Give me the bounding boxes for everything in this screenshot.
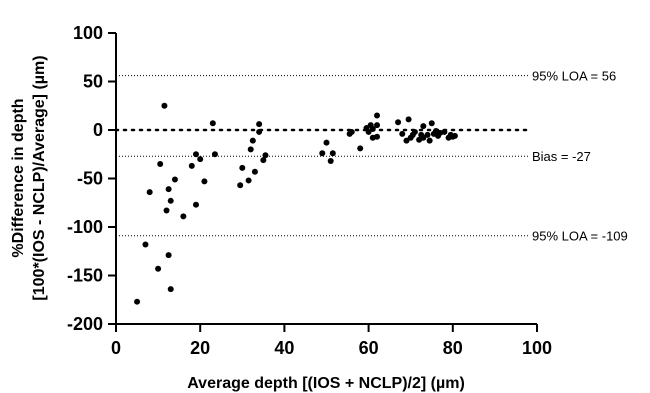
- x-axis-title: Average depth [(IOS + NCLP)/2] (µm): [187, 375, 465, 392]
- reference-line-label: 95% LOA = 56: [532, 69, 616, 84]
- data-point: [412, 129, 418, 135]
- data-point: [155, 266, 161, 272]
- data-points: [134, 103, 458, 305]
- data-point: [256, 121, 262, 127]
- data-point: [420, 123, 426, 129]
- reference-line-label: Bias = -27: [532, 149, 591, 164]
- x-ticks: 0 20 40 60 80 100: [111, 324, 552, 358]
- data-point: [248, 146, 254, 152]
- data-point: [374, 134, 380, 140]
- y-ticks: 100 50 0 -50 -100 -150 -200: [67, 23, 116, 334]
- data-point: [164, 208, 170, 214]
- axes: [116, 33, 537, 324]
- data-point: [134, 299, 140, 305]
- data-point: [429, 120, 435, 126]
- data-point: [374, 122, 380, 128]
- data-point: [193, 202, 199, 208]
- data-point: [324, 140, 330, 146]
- data-point: [157, 161, 163, 167]
- data-point: [427, 138, 433, 144]
- data-point: [262, 152, 268, 158]
- data-point: [197, 156, 203, 162]
- y-tick-label: -100: [67, 217, 103, 237]
- data-point: [239, 165, 245, 171]
- data-point: [395, 119, 401, 125]
- data-point: [328, 158, 334, 164]
- data-point: [452, 133, 458, 139]
- y-tick-label: 50: [83, 72, 103, 92]
- data-point: [166, 186, 172, 192]
- data-point: [189, 163, 195, 169]
- data-point: [168, 198, 174, 204]
- x-tick-label: 100: [522, 338, 552, 358]
- data-point: [180, 213, 186, 219]
- x-tick-label: 0: [111, 338, 121, 358]
- data-point: [237, 182, 243, 188]
- data-point: [256, 129, 262, 135]
- y-tick-label: -150: [67, 266, 103, 286]
- y-tick-label: 100: [73, 23, 103, 43]
- x-tick-label: 20: [190, 338, 210, 358]
- data-point: [250, 138, 256, 144]
- data-point: [168, 286, 174, 292]
- data-point: [246, 177, 252, 183]
- data-point: [161, 103, 167, 109]
- data-point: [210, 120, 216, 126]
- data-point: [172, 176, 178, 182]
- data-point: [441, 129, 447, 135]
- data-point: [201, 178, 207, 184]
- y-axis-title-line2: [100*(IOS - NCLP)/Average] (µm): [31, 55, 48, 300]
- x-tick-label: 80: [443, 338, 463, 358]
- data-point: [330, 150, 336, 156]
- data-point: [252, 169, 258, 175]
- y-tick-label: 0: [93, 120, 103, 140]
- reference-line-label: 95% LOA = -109: [532, 229, 628, 244]
- data-point: [399, 131, 405, 137]
- y-axis-title-group: %Difference in depth [100*(IOS - NCLP)/A…: [10, 55, 48, 300]
- data-point: [374, 112, 380, 118]
- data-point: [147, 189, 153, 195]
- reference-lines: 95% LOA = 56 Bias = -27 95% LOA = -109: [116, 69, 628, 244]
- data-point: [212, 151, 218, 157]
- x-tick-label: 40: [274, 338, 294, 358]
- data-point: [349, 129, 355, 135]
- data-point: [319, 150, 325, 156]
- y-axis-title-line1: %Difference in depth: [10, 98, 27, 257]
- data-point: [142, 241, 148, 247]
- x-tick-label: 60: [359, 338, 379, 358]
- y-tick-label: -200: [67, 314, 103, 334]
- data-point: [425, 132, 431, 138]
- y-tick-label: -50: [77, 169, 103, 189]
- data-point: [193, 151, 199, 157]
- data-point: [406, 116, 412, 122]
- data-point: [357, 145, 363, 151]
- data-point: [166, 252, 172, 258]
